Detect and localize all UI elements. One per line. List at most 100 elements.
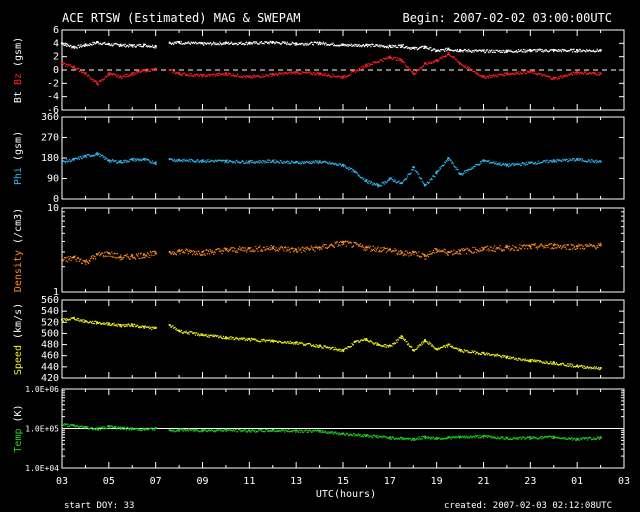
data-dot [97, 253, 99, 255]
data-dot [142, 46, 144, 48]
data-dot [260, 428, 262, 431]
data-dot [306, 72, 308, 74]
data-dot [517, 163, 519, 165]
data-dot [480, 436, 482, 438]
data-dot [217, 337, 220, 339]
data-dot [308, 72, 310, 74]
data-dot [62, 424, 64, 426]
data-dot [263, 430, 265, 433]
data-dot [250, 430, 253, 432]
data-dot [236, 251, 239, 253]
data-dot [507, 355, 509, 357]
data-dot [331, 243, 333, 245]
data-dot [572, 244, 574, 246]
data-dot [362, 436, 364, 438]
data-dot [576, 365, 578, 368]
data-dot [356, 171, 358, 174]
data-dot [327, 44, 329, 46]
data-dot [88, 75, 90, 78]
data-dot [298, 71, 300, 73]
data-dot [116, 257, 118, 259]
data-dot [433, 347, 435, 349]
data-dot [323, 431, 325, 433]
data-dot [95, 320, 97, 322]
data-dot [516, 359, 518, 361]
data-dot [186, 429, 188, 431]
y-axis-label-part: Phi [13, 167, 24, 185]
data-dot [149, 45, 152, 47]
data-dot [250, 250, 253, 252]
y-tick-label: 4 [53, 38, 59, 49]
data-dot [583, 49, 585, 52]
data-dot [242, 76, 244, 78]
data-dot [586, 161, 588, 163]
data-dot [458, 435, 460, 437]
data-dot [79, 320, 81, 322]
data-dot [215, 74, 217, 76]
data-dot [345, 76, 348, 78]
data-dot [125, 46, 127, 48]
data-dot [569, 248, 571, 251]
data-dot [298, 343, 300, 345]
data-dot [446, 438, 448, 440]
data-dot [506, 437, 508, 439]
data-dot [126, 73, 128, 75]
data-dot [93, 79, 95, 81]
data-dot [430, 62, 433, 65]
data-dot [376, 435, 378, 437]
data-dot [453, 347, 455, 349]
data-dot [430, 178, 433, 180]
data-dot [442, 250, 444, 253]
data-dot [553, 51, 555, 53]
data-dot [515, 247, 518, 249]
data-dot [399, 337, 402, 339]
data-dot [525, 359, 527, 362]
data-dot [471, 252, 473, 254]
data-dot [267, 74, 269, 76]
data-dot [583, 73, 585, 75]
data-dot [383, 435, 385, 437]
data-dot [231, 247, 233, 249]
data-dot [259, 41, 261, 43]
data-dot [400, 46, 402, 48]
data-dot [222, 43, 224, 45]
data-dot [244, 339, 246, 342]
data-dot [411, 349, 414, 351]
data-dot [586, 49, 588, 51]
y-tick-label: 1.0E+06 [25, 385, 59, 394]
data-dot [334, 76, 336, 78]
data-dot [83, 321, 85, 324]
data-dot [555, 76, 557, 78]
data-dot [246, 74, 248, 77]
data-dot [275, 161, 277, 163]
data-point [552, 361, 555, 364]
data-dot [268, 339, 270, 342]
data-dot [90, 258, 92, 260]
data-dot [536, 359, 539, 362]
data-dot [476, 164, 478, 166]
data-dot [154, 69, 156, 71]
data-dot [377, 437, 379, 439]
data-dot [199, 334, 201, 336]
data-dot [324, 430, 326, 433]
data-dot [135, 253, 137, 255]
data-dot [243, 74, 245, 76]
data-dot [62, 318, 64, 320]
data-dot [479, 248, 481, 250]
data-dot [368, 247, 371, 249]
data-dot [353, 341, 355, 343]
data-dot [198, 334, 200, 336]
data-dot [171, 429, 173, 431]
data-point [295, 42, 298, 45]
data-dot [62, 423, 64, 425]
data-dot [409, 69, 411, 71]
data-dot [456, 251, 459, 253]
data-dot [64, 257, 66, 259]
data-dot [508, 163, 510, 165]
data-dot [591, 72, 593, 74]
data-dot [328, 74, 330, 76]
data-dot [67, 44, 69, 46]
data-dot [439, 168, 442, 170]
data-dot [221, 429, 223, 431]
